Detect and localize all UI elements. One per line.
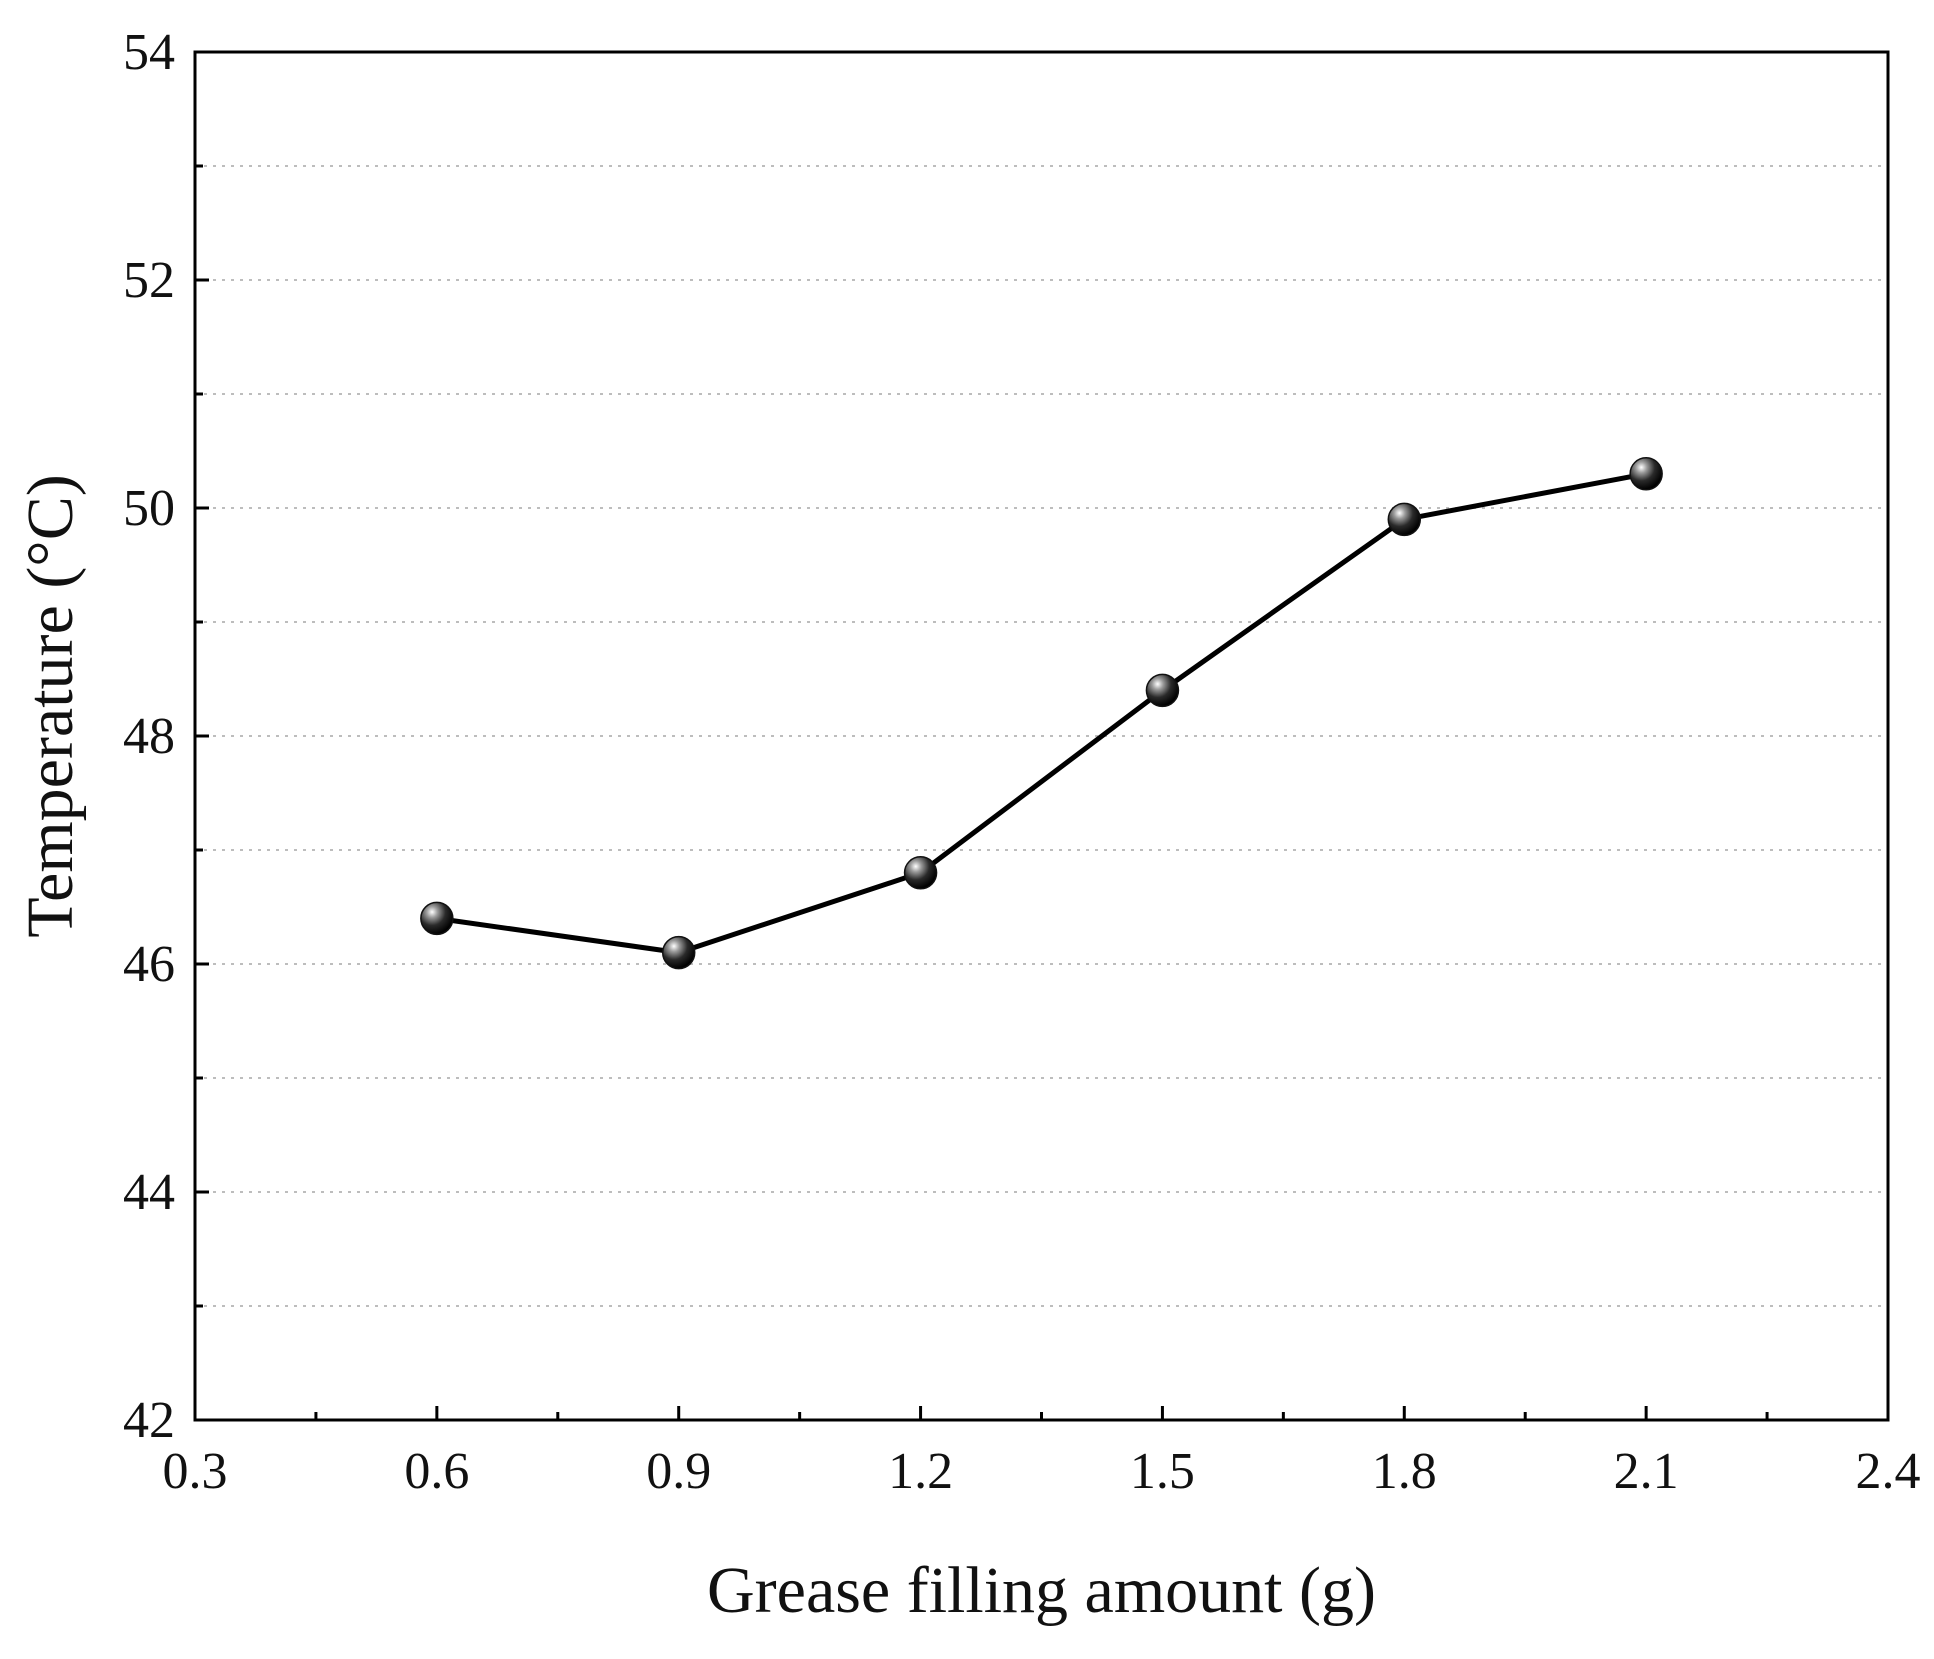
data-point — [1387, 502, 1422, 537]
x-tick-label: 0.9 — [646, 1443, 711, 1500]
x-tick-label: 0.3 — [163, 1443, 228, 1500]
x-tick-label: 0.6 — [404, 1443, 469, 1500]
y-axis-title: Temperature (°C) — [14, 474, 87, 937]
data-series — [420, 457, 1663, 970]
series-line — [434, 471, 1649, 956]
data-point — [903, 856, 938, 890]
y-tick-label: 50 — [123, 480, 175, 537]
x-axis-title: Grease filling amount (g) — [707, 1554, 1376, 1627]
y-tick-label: 44 — [123, 1164, 175, 1221]
y-tick-label: 42 — [123, 1392, 175, 1449]
y-tick-label: 52 — [123, 252, 175, 309]
x-tick-label: 1.2 — [888, 1443, 953, 1500]
axis-labels: Grease filling amount (g) Temperature (°… — [14, 24, 1921, 1627]
data-point — [661, 935, 696, 970]
y-tick-label: 54 — [123, 24, 175, 81]
y-tick-label: 46 — [123, 936, 175, 993]
data-point — [420, 901, 454, 936]
axes — [193, 50, 1890, 1422]
grid-lines — [195, 165, 1888, 1307]
x-tick-label: 2.4 — [1856, 1443, 1921, 1500]
x-tick-label: 1.5 — [1130, 1443, 1195, 1500]
y-tick-label: 48 — [123, 708, 175, 765]
data-point — [1145, 673, 1180, 708]
x-tick-label: 1.8 — [1372, 1443, 1437, 1500]
data-point — [1629, 457, 1663, 491]
x-tick-label: 2.1 — [1614, 1443, 1679, 1500]
